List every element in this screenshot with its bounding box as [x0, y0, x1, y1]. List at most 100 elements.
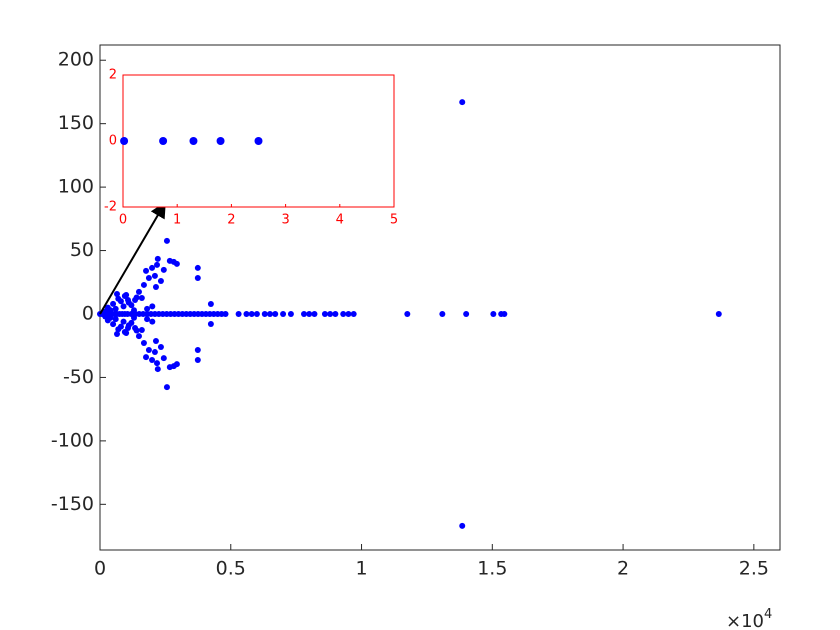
y-tick-label: 0 — [109, 134, 117, 149]
point — [261, 310, 268, 317]
point — [715, 310, 722, 317]
point — [144, 305, 151, 312]
point — [107, 314, 114, 321]
point — [135, 288, 142, 295]
point — [140, 281, 147, 288]
point — [345, 310, 352, 317]
inset-plot: 0 1 2 3 4 5-202 — [104, 68, 398, 228]
x-tick-label: 0 — [94, 558, 106, 580]
point — [112, 316, 119, 323]
point — [102, 308, 109, 315]
point — [133, 294, 140, 301]
point — [152, 338, 159, 345]
y-tick-label: 2 — [109, 68, 117, 83]
point — [110, 321, 117, 328]
point — [254, 137, 263, 145]
point — [459, 99, 466, 106]
point — [149, 303, 156, 310]
point — [459, 522, 466, 529]
x-tick-label: 2 — [617, 558, 629, 580]
point — [145, 274, 152, 281]
point — [154, 255, 161, 262]
point — [267, 310, 273, 317]
point — [120, 137, 129, 145]
point — [117, 323, 124, 330]
point — [194, 347, 201, 354]
x-multiplier-power: 4 — [764, 607, 772, 622]
y-tick-label: 50 — [70, 239, 94, 261]
point — [145, 347, 152, 354]
point — [128, 302, 135, 309]
y-tick-label: 150 — [58, 112, 94, 134]
point — [235, 310, 242, 317]
point — [159, 137, 168, 145]
point — [117, 298, 124, 305]
point — [133, 327, 140, 334]
point — [327, 310, 334, 317]
point — [163, 237, 170, 244]
point — [216, 137, 225, 145]
y-tick-label: -100 — [51, 429, 94, 451]
point — [173, 361, 180, 368]
point — [243, 310, 250, 317]
x-tick-label: 3 — [281, 213, 289, 228]
x-tick-label: 1 — [173, 213, 181, 228]
x-tick-label: 1 — [355, 558, 367, 580]
point — [151, 272, 158, 279]
point — [463, 310, 470, 317]
y-tick-label: -2 — [104, 200, 117, 215]
x-tick-label: 1.5 — [477, 558, 507, 580]
point — [144, 316, 151, 323]
point — [222, 310, 229, 317]
point — [131, 314, 137, 321]
point — [272, 310, 279, 317]
point — [154, 366, 161, 373]
x-tick-label: 0 — [119, 213, 127, 228]
point — [123, 330, 130, 337]
x-tick-label: 0.5 — [216, 558, 246, 580]
point — [135, 333, 142, 340]
point — [138, 295, 145, 302]
point — [194, 264, 201, 271]
point — [404, 310, 411, 317]
point — [306, 310, 313, 317]
point — [311, 310, 318, 317]
point — [189, 137, 198, 145]
point — [253, 310, 260, 317]
point — [501, 310, 508, 317]
point — [120, 303, 127, 310]
point — [151, 349, 158, 356]
y-tick-label: 0 — [82, 302, 94, 324]
point — [207, 300, 214, 307]
y-tick-label: 200 — [58, 49, 94, 71]
point — [131, 307, 137, 314]
point — [154, 360, 161, 367]
point — [138, 326, 145, 333]
point — [301, 310, 307, 317]
point — [128, 319, 135, 326]
point — [149, 264, 156, 271]
point — [321, 310, 328, 317]
x-tick-label: 4 — [336, 213, 344, 228]
point — [152, 283, 159, 290]
point — [157, 278, 164, 285]
point — [149, 318, 156, 325]
point — [112, 305, 119, 312]
point — [340, 310, 347, 317]
point — [107, 307, 114, 314]
point — [173, 260, 180, 267]
point — [332, 310, 339, 317]
point — [114, 331, 120, 338]
point — [143, 267, 150, 274]
x-tick-label: 2 — [227, 213, 235, 228]
y-tick-label: -50 — [63, 366, 94, 388]
point — [207, 321, 214, 328]
point — [120, 318, 127, 325]
point — [490, 310, 497, 317]
point — [123, 291, 130, 298]
point — [248, 310, 255, 317]
point — [114, 290, 120, 297]
point — [160, 266, 167, 273]
point — [102, 313, 109, 320]
